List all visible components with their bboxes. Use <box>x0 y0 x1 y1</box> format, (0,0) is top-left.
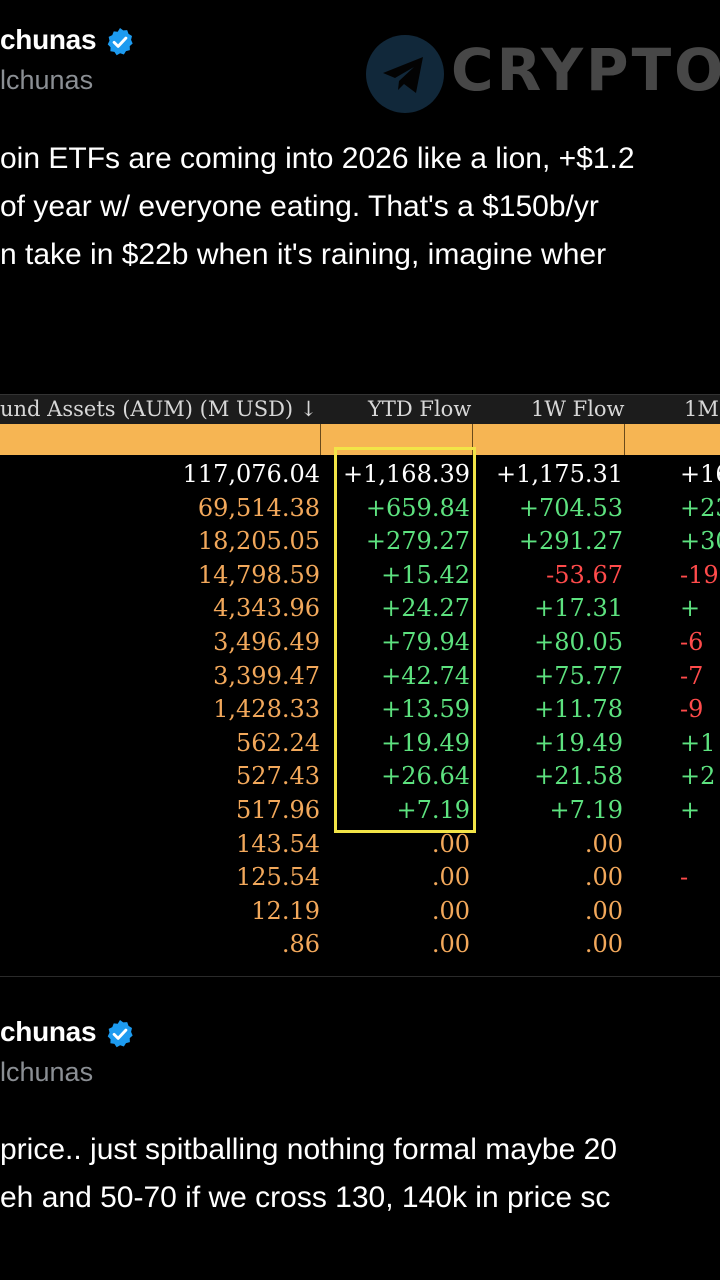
tweet2-text-line-1: price.. just spitballing nothing formal … <box>0 1133 617 1166</box>
table-row: 517.96 +7.19 +7.19 + <box>0 794 720 828</box>
cell-ytd-flow: .00 <box>431 896 470 925</box>
cell-1w-flow: +21.58 <box>534 762 623 791</box>
cell-1w-flow: +291.27 <box>518 527 623 556</box>
cell-1m-flow: +1 <box>680 728 716 757</box>
table-row: 18,205.05 +279.27 +291.27 +30 <box>0 525 720 559</box>
tweet-text-line-2: of year w/ everyone eating. That's a $15… <box>0 190 599 223</box>
cell-aum: 1,428.33 <box>213 695 320 724</box>
column-separator <box>320 424 321 455</box>
cell-aum: 143.54 <box>236 829 320 858</box>
table-row: 4,343.96 +24.27 +17.31 + <box>0 592 720 626</box>
tweet-text-line-1: oin ETFs are coming into 2026 like a lio… <box>0 142 635 175</box>
tweet2-text-line-2: eh and 50-70 if we cross 130, 140k in pr… <box>0 1181 611 1214</box>
header-1m-flow: 1M <box>684 397 719 421</box>
cell-ytd-flow: +13.59 <box>381 695 470 724</box>
header-aum: und Assets (AUM) (M USD) ↓ <box>0 397 318 421</box>
author-name[interactable]: chunas <box>0 24 97 55</box>
table-row: 117,076.04 +1,168.39 +1,175.31 +16 <box>0 458 720 492</box>
cell-ytd-flow: .00 <box>431 829 470 858</box>
tweet-divider <box>0 976 720 977</box>
header-ytd-flow: YTD Flow <box>368 397 472 421</box>
cell-ytd-flow: +659.84 <box>365 493 470 522</box>
cell-1m-flow: +23 <box>680 493 720 522</box>
cell-1m-flow: -19 <box>680 560 719 589</box>
cell-1m-flow: +16 <box>680 460 720 488</box>
cell-ytd-flow: +15.42 <box>381 560 470 589</box>
cell-aum: 3,496.49 <box>213 628 320 656</box>
cell-1w-flow: +75.77 <box>534 661 623 690</box>
cell-aum: 562.24 <box>236 728 320 757</box>
cell-1w-flow: .00 <box>584 829 623 858</box>
watermark-text: CRYPTO_I <box>451 36 720 104</box>
cell-ytd-flow: +24.27 <box>381 594 470 623</box>
cell-1w-flow: .00 <box>584 863 623 892</box>
table-row: .86 .00 .00 <box>0 928 720 962</box>
cell-ytd-flow: .00 <box>431 863 470 892</box>
cell-ytd-flow: +279.27 <box>365 527 470 556</box>
cell-aum: 527.43 <box>236 762 320 791</box>
table-row: 14,798.59 +15.42 -53.67 -19 <box>0 559 720 593</box>
author-name-2[interactable]: chunas <box>0 1016 97 1047</box>
cell-aum: 14,798.59 <box>197 560 320 589</box>
verified-badge-icon <box>107 1020 133 1048</box>
cell-aum: .86 <box>281 930 320 959</box>
cell-1m-flow: -9 <box>680 695 704 724</box>
table-header-row: und Assets (AUM) (M USD) ↓ YTD Flow 1W F… <box>0 394 720 425</box>
cell-aum: 12.19 <box>251 896 320 925</box>
watermark: CRYPTO_I <box>365 32 720 113</box>
column-separator <box>624 424 625 455</box>
cell-1w-flow: .00 <box>584 896 623 925</box>
cell-1w-flow: .00 <box>584 930 623 959</box>
cell-ytd-flow: +26.64 <box>381 762 470 791</box>
cell-1m-flow: + <box>680 594 701 623</box>
table-row: 527.43 +26.64 +21.58 +2 <box>0 760 720 794</box>
table-row: 12.19 .00 .00 <box>0 895 720 929</box>
cell-ytd-flow: +7.19 <box>396 796 470 824</box>
cell-1w-flow: +11.78 <box>534 695 623 724</box>
cell-1w-flow: +704.53 <box>518 493 623 522</box>
cell-1m-flow: +30 <box>680 527 720 556</box>
cell-ytd-flow: +19.49 <box>381 728 470 757</box>
cell-ytd-flow: +79.94 <box>381 628 470 656</box>
cell-1w-flow: +19.49 <box>534 728 623 757</box>
table-row: 3,496.49 +79.94 +80.05 -6 <box>0 626 720 660</box>
ytd-flow-highlight-box <box>334 447 476 833</box>
cell-aum: 69,514.38 <box>197 493 320 522</box>
cell-aum: 117,076.04 <box>182 460 320 488</box>
cell-aum: 4,343.96 <box>213 594 320 623</box>
table-row: 1,428.33 +13.59 +11.78 -9 <box>0 693 720 727</box>
cell-1w-flow: -53.67 <box>546 560 623 589</box>
cell-1m-flow: + <box>680 796 701 824</box>
cell-aum: 3,399.47 <box>213 661 320 690</box>
author-handle[interactable]: lchunas <box>0 65 94 95</box>
header-1w-flow: 1W Flow <box>531 397 625 421</box>
cell-ytd-flow: +1,168.39 <box>343 460 470 488</box>
verified-badge-icon <box>107 28 133 56</box>
cell-aum: 18,205.05 <box>197 527 320 556</box>
table-row: 3,399.47 +42.74 +75.77 -7 <box>0 660 720 694</box>
cell-1w-flow: +80.05 <box>534 628 623 656</box>
cell-aum: 125.54 <box>236 863 320 892</box>
cell-1w-flow: +1,175.31 <box>496 460 623 488</box>
cell-ytd-flow: .00 <box>431 930 470 959</box>
cell-1w-flow: +17.31 <box>534 594 623 623</box>
table-row: 143.54 .00 .00 <box>0 828 720 862</box>
tweet-text-line-3: n take in $22b when it's raining, imagin… <box>0 238 607 271</box>
cell-1w-flow: +7.19 <box>549 796 623 824</box>
cell-1m-flow: +2 <box>680 762 716 791</box>
cell-1m-flow: -6 <box>680 628 704 656</box>
cell-aum: 517.96 <box>236 796 320 824</box>
cell-ytd-flow: +42.74 <box>381 661 470 690</box>
column-separator <box>472 424 473 455</box>
table-row: 125.54 .00 .00 - <box>0 861 720 895</box>
telegram-icon <box>366 35 444 113</box>
cell-1m-flow: -7 <box>680 661 704 690</box>
table-row: 562.24 +19.49 +19.49 +1 <box>0 727 720 761</box>
table-row: 69,514.38 +659.84 +704.53 +23 <box>0 492 720 526</box>
author-handle-2[interactable]: lchunas <box>0 1057 94 1087</box>
cell-1m-flow: - <box>680 863 689 892</box>
